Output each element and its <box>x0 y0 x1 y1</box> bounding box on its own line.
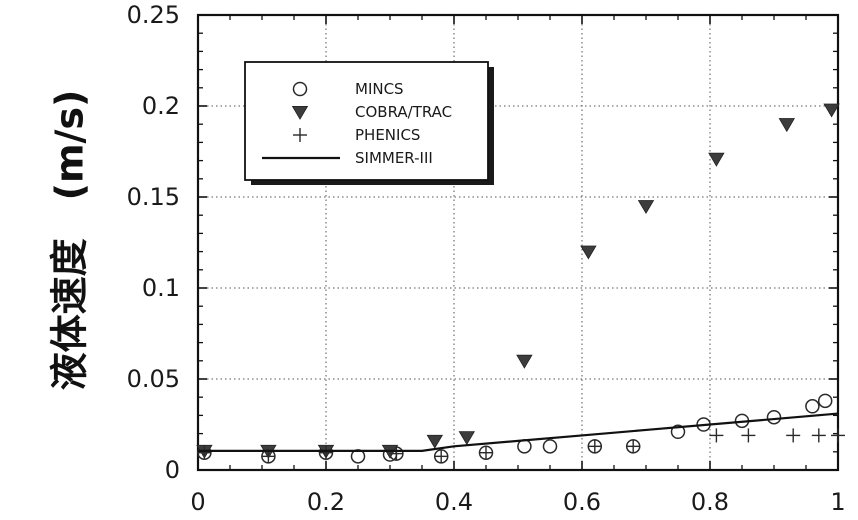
x-tick-label: 0 <box>190 488 205 516</box>
data-point-mincs <box>542 439 558 454</box>
legend-box <box>244 61 489 181</box>
data-point-phenics <box>709 428 724 443</box>
data-point-phenics <box>479 445 493 460</box>
legend-swatch <box>291 105 309 120</box>
y-tick-label: 0.1 <box>142 274 180 302</box>
data-point-phenics <box>741 428 756 443</box>
data-series <box>196 103 845 464</box>
x-tick-labels: 0 0.2 0.4 0.6 0.8 1 <box>190 488 845 516</box>
y-tick-label: 0.25 <box>127 1 180 29</box>
data-point-phenics <box>831 428 845 443</box>
data-point-mincs <box>817 393 833 409</box>
data-point-phenics <box>587 439 602 454</box>
data-point-cobra-trac <box>708 152 725 167</box>
data-point-cobra-trac <box>637 200 655 215</box>
data-point-cobra-trac <box>823 103 840 118</box>
x-tick-label: 0.8 <box>691 488 729 516</box>
data-point-mincs <box>805 399 820 414</box>
data-point-phenics <box>626 439 641 454</box>
data-point-phenics <box>786 428 801 443</box>
y-tick-label: 0.2 <box>142 92 180 120</box>
legend-swatch <box>292 81 308 97</box>
legend-label: SIMMER-III <box>355 149 433 167</box>
legend: MINCS COBRA/TRAC PHENICS SIMMER-III <box>244 61 494 185</box>
series-phenics <box>197 428 845 464</box>
x-tick-label: 1 <box>830 488 845 516</box>
data-point-cobra-trac <box>458 431 475 446</box>
y-tick-label: 0.15 <box>127 183 180 211</box>
data-point-cobra-trac <box>426 434 443 449</box>
series-simmer-iii <box>198 412 839 452</box>
data-point-phenics <box>319 445 333 460</box>
series-cobra-trac <box>196 103 840 459</box>
series-mincs <box>197 393 833 464</box>
legend-item-simmer-iii: SIMMER-III <box>262 149 433 167</box>
legend-item-cobra-trac: COBRA/TRAC <box>291 103 452 121</box>
data-point-phenics <box>389 446 404 461</box>
x-tick-label: 0.2 <box>307 488 345 516</box>
data-point-mincs <box>670 424 686 440</box>
data-point-cobra-trac <box>516 354 533 369</box>
y-tick-label: 0 <box>165 456 180 484</box>
data-point-cobra-trac <box>580 245 597 260</box>
data-point-cobra-trac <box>778 118 795 133</box>
x-tick-label: 0.6 <box>563 488 601 516</box>
legend-swatch <box>293 128 307 142</box>
legend-label: COBRA/TRAC <box>355 103 452 121</box>
data-point-phenics <box>811 428 826 443</box>
grid <box>198 15 838 470</box>
series-line-simmer-iii <box>198 412 839 452</box>
data-point-mincs <box>766 409 782 425</box>
data-point-phenics <box>434 449 449 464</box>
y-axis-label: 液体速度 (m/s) <box>48 90 92 391</box>
legend-item-phenics: PHENICS <box>293 126 420 144</box>
axis-ticks <box>197 14 839 471</box>
legend-item-mincs: MINCS <box>292 80 404 98</box>
y-tick-labels: 0 0.05 0.1 0.15 0.2 0.25 <box>127 1 180 484</box>
data-point-phenics <box>197 445 212 460</box>
y-tick-label: 0.05 <box>127 365 180 393</box>
legend-label: PHENICS <box>355 126 420 144</box>
x-tick-label: 0.4 <box>435 488 473 516</box>
legend-label: MINCS <box>355 80 404 98</box>
